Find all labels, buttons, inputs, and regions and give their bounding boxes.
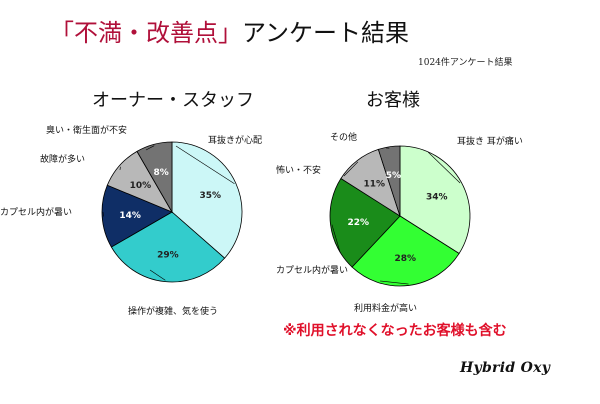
brand-logo-text: Hybrid Oxy [460, 360, 551, 376]
pie-0-value-label-1: 29% [157, 250, 179, 260]
footnote: ※利用されなくなったお客様も含む [283, 323, 507, 339]
pie-0-leader-line-1 [149, 269, 166, 281]
pie-1-leader-line-3 [343, 161, 359, 177]
pie-0-slice-0 [171, 141, 243, 259]
pie-0-value-label-0: 35% [200, 191, 222, 201]
pie-0-category-label-3: 故障が多い [40, 153, 85, 165]
pie-0-category-label-2: カプセル内が暑い [0, 206, 72, 218]
pie-1-category-label-4: その他 [330, 131, 357, 143]
chart-title-customers: お客様 [366, 90, 420, 111]
pie-0-leader-line-2 [102, 211, 104, 217]
pie-0-slice-1 [110, 211, 226, 283]
pie-1-slice-2 [329, 177, 401, 268]
pie-0-leader-line-4 [145, 145, 155, 151]
pie-1-value-label-4: 5% [386, 171, 401, 181]
pie-0-category-label-4: 臭い・衛生面が不安 [46, 124, 127, 136]
pie-1-leader-line-1 [379, 280, 409, 285]
pie-1-value-label-0: 34% [426, 192, 448, 202]
pie-1-category-label-0: 耳抜き 耳が痛い [457, 135, 523, 147]
pie-0-slice-2 [101, 184, 173, 248]
pie-1-slice-4 [377, 145, 401, 217]
pie-1-leader-line-2 [331, 224, 341, 253]
chart-title-owner-staff: オーナー・スタッフ [92, 90, 254, 111]
pie-1-slice-1 [351, 215, 460, 287]
pie-1-value-label-3: 11% [364, 179, 386, 189]
pie-1-category-label-2: カプセル内が暑い [276, 264, 348, 276]
pie-1-category-label-1: 利用料金が高い [354, 302, 417, 314]
title-rest: アンケート結果 [242, 19, 410, 47]
pie-0-value-label-4: 8% [153, 168, 168, 178]
pie-1-category-label-3: 怖い・不安 [276, 164, 321, 176]
page-title: 「不満・改善点」アンケート結果 [50, 18, 409, 48]
pie-0-category-label-1: 操作が複雑、気を使う [128, 305, 218, 317]
pie-1-value-label-1: 28% [395, 254, 417, 264]
pie-0-slice-4 [136, 141, 173, 214]
pie-0-leader-line-0 [175, 145, 235, 184]
pie-1-leader-line-0 [427, 151, 461, 184]
pie-1-value-label-2: 22% [348, 218, 370, 228]
pie-0-value-label-2: 14% [119, 211, 141, 221]
title-accent: 「不満・改善点」 [50, 19, 242, 47]
survey-count-note: 1024件アンケート結果 [418, 58, 513, 68]
pie-0-category-label-0: 耳抜きが心配 [208, 134, 262, 146]
pie-0-value-label-3: 10% [130, 181, 152, 191]
